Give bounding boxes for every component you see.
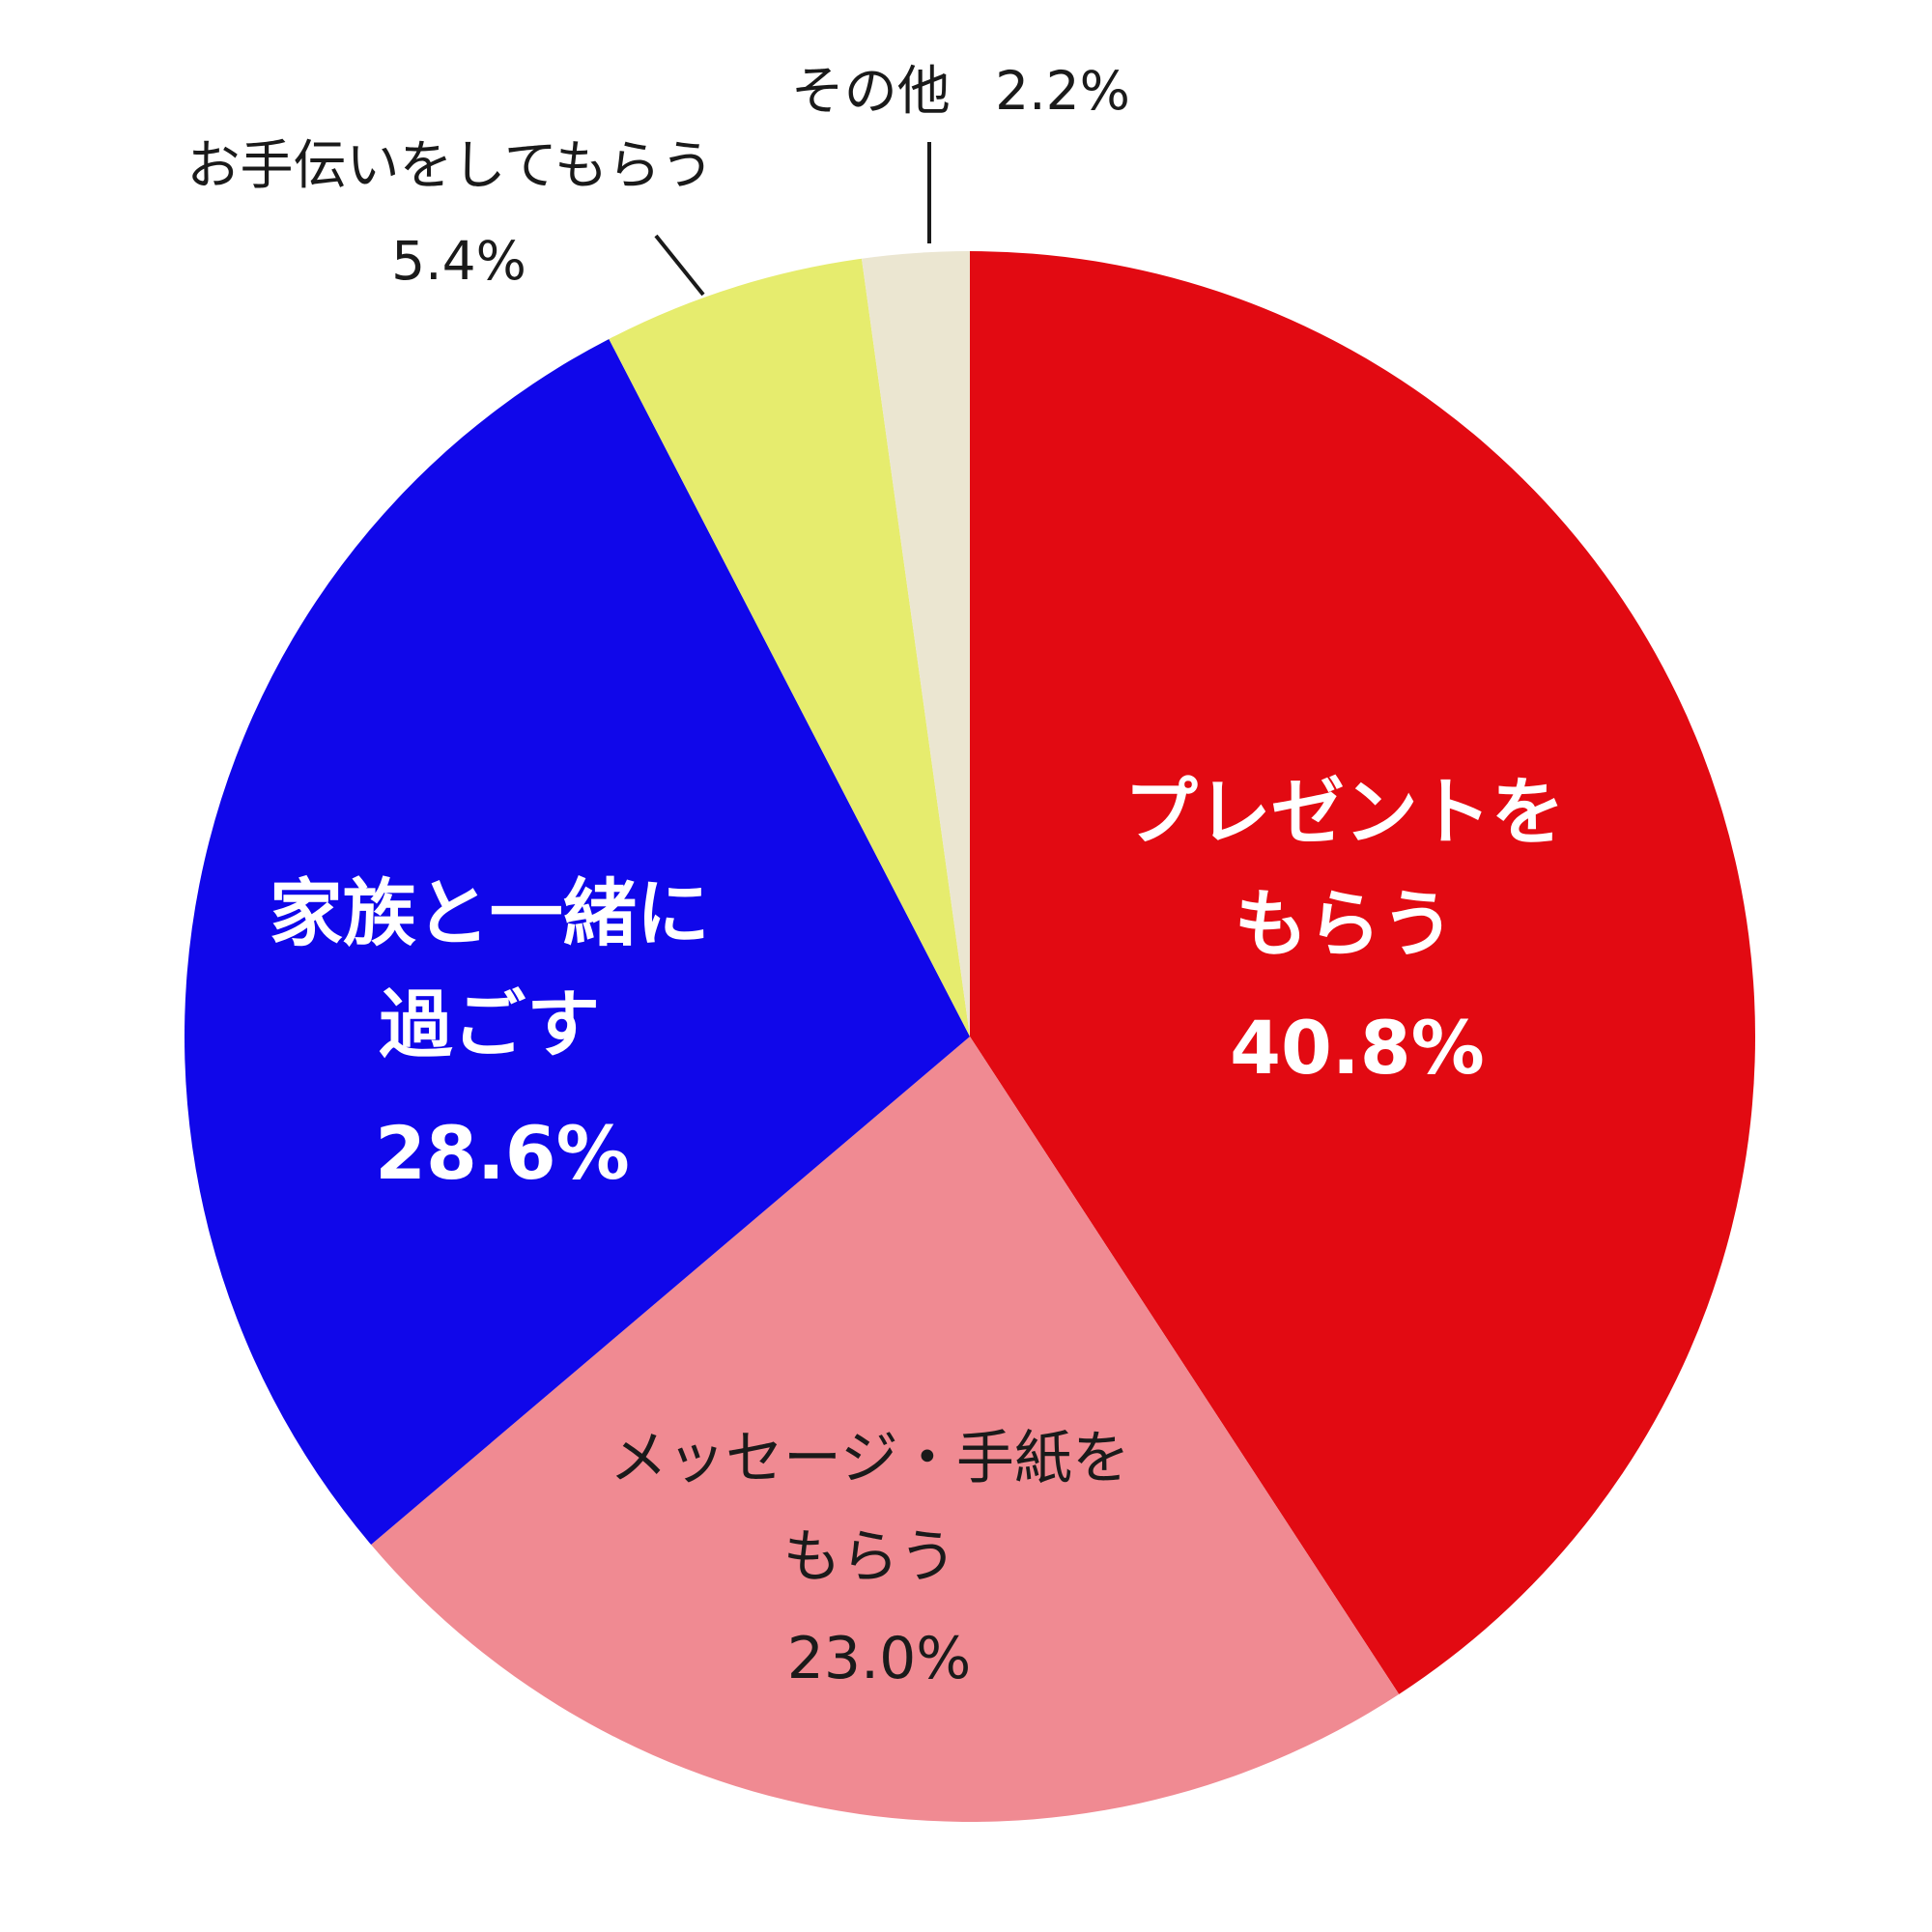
leader-lines [654,142,931,297]
slice-label-message-line1: メッセージ・手紙を [610,1425,1130,1492]
slice-label-family-line2: 過ごす [379,981,600,1067]
pie-slice-present [970,251,1755,1694]
slice-value-family: 28.6% [375,1110,630,1196]
slice-label-family: 家族と一緒に 過ごす 28.6% [270,870,735,1196]
slice-label-present: プレゼントを もらう 40.8% [1124,769,1590,1091]
slice-value-other: 2.2% [995,60,1130,122]
slice-value-message: 23.0% [787,1625,972,1692]
slice-value-present: 40.8% [1230,1005,1485,1091]
slice-label-help: お手伝いをしてもらう 5.4% [186,134,730,292]
pie-slice-other [861,251,970,1037]
slice-label-present-line1: プレゼントを [1124,769,1565,855]
slice-label-help-line1: お手伝いをしてもらう [186,134,714,196]
slice-label-other: その他 2.2% [791,60,1130,122]
slice-label-other-line1: その他 [791,60,951,122]
pie-slices [185,251,1755,1822]
slice-label-family-line1: 家族と一緒に [270,870,710,956]
slice-value-help: 5.4% [391,230,526,292]
leader-line-help [654,234,705,297]
slice-label-present-line2: もらう [1235,881,1455,967]
slice-label-message: メッセージ・手紙を もらう 23.0% [610,1425,1149,1692]
pie-slice-help [609,258,970,1037]
pie-slice-message [371,1037,1400,1822]
pie-slice-family [185,338,970,1546]
slice-label-message-line2: もらう [782,1523,956,1591]
